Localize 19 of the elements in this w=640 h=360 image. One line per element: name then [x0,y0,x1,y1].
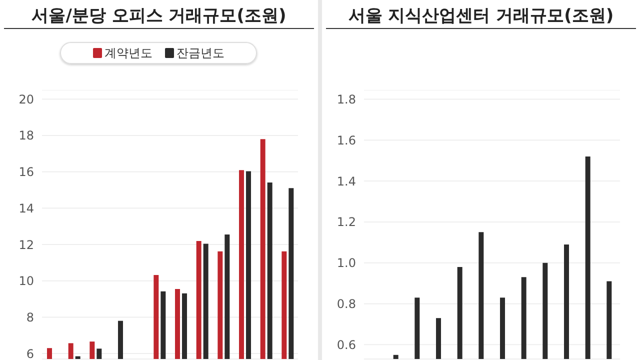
chart-title: 서울 지식산업센터 거래규모(조원) [347,5,615,27]
y-tick-label: 0.8 [336,297,356,312]
y-tick-label: 10 [18,274,34,288]
y-tick-label: 6 [26,346,34,360]
legend-label: 계약년도 [104,44,152,62]
y-tick-label: 1.6 [336,133,356,148]
y-tick-label: 1.8 [336,92,356,106]
y-tick-label: 18 [18,128,34,143]
y-tick-label: 20 [18,92,34,106]
y-tick-label: 0.6 [336,338,356,352]
y-tick-label: 1.2 [336,215,356,230]
y-tick-label: 8 [26,310,34,324]
chart-title: 서울/분당 오피스 거래규모(조원) [30,5,288,27]
legend-label: 잔금년도 [176,44,224,62]
y-tick-label: 16 [18,165,34,180]
y-tick-label: 1.4 [336,174,356,188]
y-tick-label: 12 [18,238,34,252]
y-tick-label: 14 [18,201,34,216]
y-tick-label: 1.0 [336,256,356,270]
